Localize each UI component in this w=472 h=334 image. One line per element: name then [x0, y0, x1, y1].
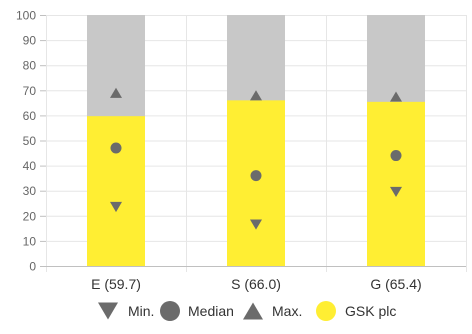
y-tick-label: 40	[23, 159, 37, 173]
y-tick-label: 70	[23, 84, 37, 98]
marker-circle	[250, 170, 262, 182]
y-tick-label: 60	[23, 109, 37, 123]
legend: Min. Median Max. GSK plc	[98, 301, 396, 321]
marker-triangle-up	[390, 91, 402, 102]
legend-label: Median	[188, 303, 234, 319]
peer-markers	[110, 87, 402, 230]
legend-label: Max.	[272, 303, 302, 319]
legend-icon	[316, 301, 336, 321]
y-tick-label: 30	[23, 184, 37, 198]
legend-icon	[98, 302, 118, 320]
legend-icon	[160, 301, 180, 321]
legend-icon	[243, 302, 263, 320]
marker-triangle-down	[110, 201, 122, 213]
marker-circle	[110, 142, 122, 154]
x-category-label: G (65.4)	[370, 276, 421, 292]
y-tick-label: 100	[16, 9, 36, 23]
y-tick-label: 50	[23, 134, 37, 148]
marker-circle	[390, 150, 402, 162]
marker-triangle-up	[250, 90, 262, 101]
marker-triangle-down	[250, 219, 262, 230]
axes: 0 10 20 30 40 50 60 70 80 90 100 E (59.7) S (66.0) G …	[16, 9, 466, 292]
marker-triangle-down	[390, 186, 402, 198]
score-bar	[227, 100, 285, 266]
y-tick-label: 0	[29, 260, 36, 274]
y-tick-label: 90	[23, 34, 37, 48]
y-tick-label: 10	[23, 234, 37, 248]
legend-label: Min.	[128, 303, 154, 319]
score-bar	[367, 101, 425, 266]
legend-label: GSK plc	[345, 303, 396, 319]
y-tick-label: 80	[23, 59, 37, 73]
y-tick-label: 20	[23, 209, 37, 223]
score-bar	[87, 116, 145, 266]
x-category-label: E (59.7)	[91, 276, 141, 292]
score-bars	[87, 100, 425, 266]
x-category-label: S (66.0)	[231, 276, 281, 292]
marker-triangle-up	[110, 87, 122, 98]
